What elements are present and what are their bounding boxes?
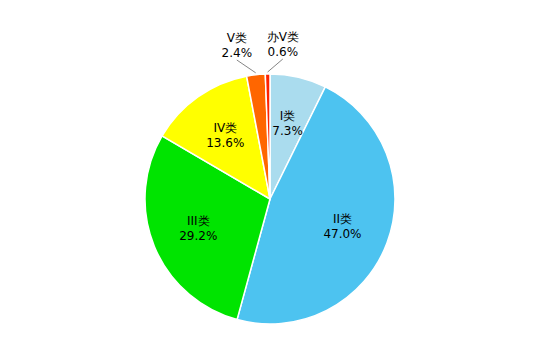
svg-text:IV类13.6%: IV类13.6% [206,121,244,150]
svg-text:I类7.3%: I类7.3% [272,109,303,138]
svg-text:办V类0.6%: 办V类0.6% [267,30,299,59]
svg-text:III类29.2%: III类29.2% [179,214,217,243]
svg-text:II类47.0%: II类47.0% [323,212,361,241]
svg-text:V类2.4%: V类2.4% [222,30,253,59]
